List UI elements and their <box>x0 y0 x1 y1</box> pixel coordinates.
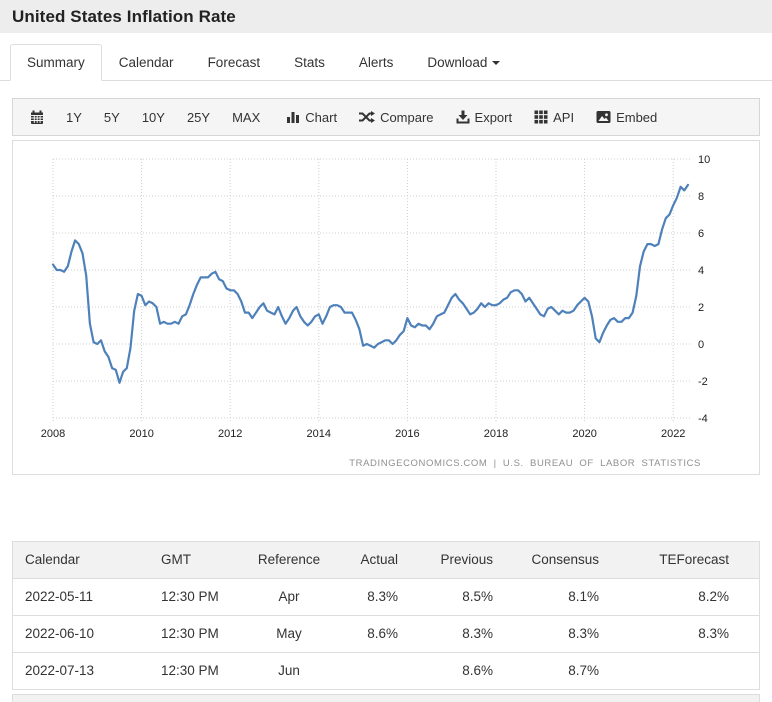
inflation-chart-panel[interactable]: 2008 2010 2012 2014 2016 2018 2020 2022 10 8 6 4 2 0 -… <box>12 140 760 475</box>
tab-download[interactable]: Download <box>410 44 517 81</box>
table-cell: Apr <box>244 577 334 615</box>
column-header-gmt: GMT <box>149 542 244 578</box>
table-cell: 8.3% <box>334 577 410 615</box>
range-5y-button[interactable]: 5Y <box>103 109 120 125</box>
table-cell: 8.7% <box>505 651 611 689</box>
column-header-consensus: Consensus <box>505 542 611 578</box>
compare-button[interactable]: Compare <box>359 106 434 129</box>
y-axis-tick-label: 0 <box>698 339 704 351</box>
range-10y-button[interactable]: 10Y <box>141 109 165 125</box>
x-axis-tick-label: 2022 <box>661 428 685 440</box>
chevron-down-icon <box>492 61 501 65</box>
column-header-previous: Previous <box>410 542 505 578</box>
x-axis-tick-label: 2008 <box>41 428 65 440</box>
table-cell: 12:30 PM <box>149 651 244 689</box>
export-icon <box>456 110 470 124</box>
x-axis-tick-label: 2010 <box>129 428 153 440</box>
compare-button-label: Compare <box>380 109 434 125</box>
calendar-table-header-row: Calendar GMT Reference Actual Previous Consen… <box>13 542 759 578</box>
table-cell <box>611 651 759 689</box>
table-cell: 8.3% <box>410 614 505 652</box>
y-axis-tick-label: 8 <box>698 191 704 203</box>
bar-chart-icon <box>287 112 300 123</box>
table-cell: May <box>244 614 334 652</box>
tab-alerts[interactable]: Alerts <box>358 55 394 70</box>
table-cell: 8.2% <box>611 577 759 615</box>
tab-bar: Summary Calendar Forecast Stats Alerts D… <box>0 44 772 81</box>
table-cell: 8.3% <box>611 614 759 652</box>
api-button[interactable]: API <box>534 106 574 129</box>
y-axis-tick-label: 10 <box>698 154 710 166</box>
y-axis-tick-label: 6 <box>698 228 704 240</box>
export-button[interactable]: Export <box>456 106 513 129</box>
embed-button[interactable]: Embed <box>596 106 657 129</box>
table-cell: 2022-06-10 <box>13 614 149 652</box>
column-header-teforecast: TEForecast <box>611 542 759 578</box>
x-axis-tick-label: 2020 <box>572 428 596 440</box>
tab-calendar[interactable]: Calendar <box>118 55 174 70</box>
y-axis-tick-label: -2 <box>698 376 708 388</box>
table-cell <box>334 651 410 689</box>
chart-attribution: TRADINGECONOMICS.COM | U.S. BUREAU OF LA… <box>349 458 701 469</box>
table-cell: 8.1% <box>505 577 611 615</box>
export-button-label: Export <box>474 109 513 125</box>
tab-download-label: Download <box>427 55 488 70</box>
calendar-range-button[interactable] <box>30 106 44 128</box>
y-axis-tick-label: 4 <box>698 265 704 277</box>
table-cell: Jun <box>244 651 334 689</box>
table-cell: 12:30 PM <box>149 577 244 615</box>
x-axis-tick-label: 2014 <box>307 428 331 440</box>
x-axis-tick-label: 2018 <box>484 428 508 440</box>
x-axis-tick-label: 2012 <box>218 428 242 440</box>
api-button-label: API <box>553 109 575 125</box>
table-cell: 8.5% <box>410 577 505 615</box>
column-header-reference: Reference <box>244 542 334 578</box>
calendar-table-wrap: Calendar GMT Reference Actual Previous Consen… <box>12 541 760 690</box>
table-row[interactable]: 2022-07-13 12:30 PM Jun 8.6% 8.7% <box>13 651 759 689</box>
table-cell: 8.6% <box>334 614 410 652</box>
chart-type-button[interactable]: Chart <box>286 106 337 129</box>
y-axis-tick-label: -4 <box>698 413 708 425</box>
chart-toolbar: 1Y 5Y 10Y 25Y MAX Chart Compare Export A… <box>12 98 760 136</box>
calendar-icon <box>31 110 43 124</box>
table-cell: 2022-05-11 <box>13 577 149 615</box>
chart-button-label: Chart <box>305 109 338 125</box>
range-25y-button[interactable]: 25Y <box>186 109 211 125</box>
table-cell: 8.3% <box>505 614 611 652</box>
inflation-line-chart[interactable]: 2008 2010 2012 2014 2016 2018 2020 2022 10 8 6 4 2 0 -… <box>13 141 759 474</box>
table-cell: 8.6% <box>410 651 505 689</box>
embed-icon <box>596 111 611 123</box>
x-axis-tick-label: 2016 <box>395 428 419 440</box>
next-table-partial-header <box>12 694 760 702</box>
table-cell: 12:30 PM <box>149 614 244 652</box>
tab-summary[interactable]: Summary <box>10 44 102 81</box>
embed-button-label: Embed <box>616 109 658 125</box>
api-icon <box>534 110 548 124</box>
page-title: United States Inflation Rate <box>12 6 236 26</box>
compare-icon <box>359 111 376 123</box>
tab-forecast[interactable]: Forecast <box>207 55 261 70</box>
column-header-actual: Actual <box>334 542 410 578</box>
calendar-table: Calendar GMT Reference Actual Previous Consen… <box>13 542 759 689</box>
table-row[interactable]: 2022-06-10 12:30 PM May 8.6% 8.3% 8.3% 8.3% <box>13 614 759 652</box>
column-header-calendar: Calendar <box>13 542 149 578</box>
range-max-button[interactable]: MAX <box>232 109 261 125</box>
range-1y-button[interactable]: 1Y <box>66 109 82 125</box>
page-header: United States Inflation Rate <box>0 0 772 33</box>
inflation-series-line <box>51 183 690 384</box>
table-cell: 2022-07-13 <box>13 651 149 689</box>
table-row[interactable]: 2022-05-11 12:30 PM Apr 8.3% 8.5% 8.1% 8.2% <box>13 577 759 615</box>
tab-stats[interactable]: Stats <box>294 55 325 70</box>
y-axis-tick-label: 2 <box>698 302 704 314</box>
